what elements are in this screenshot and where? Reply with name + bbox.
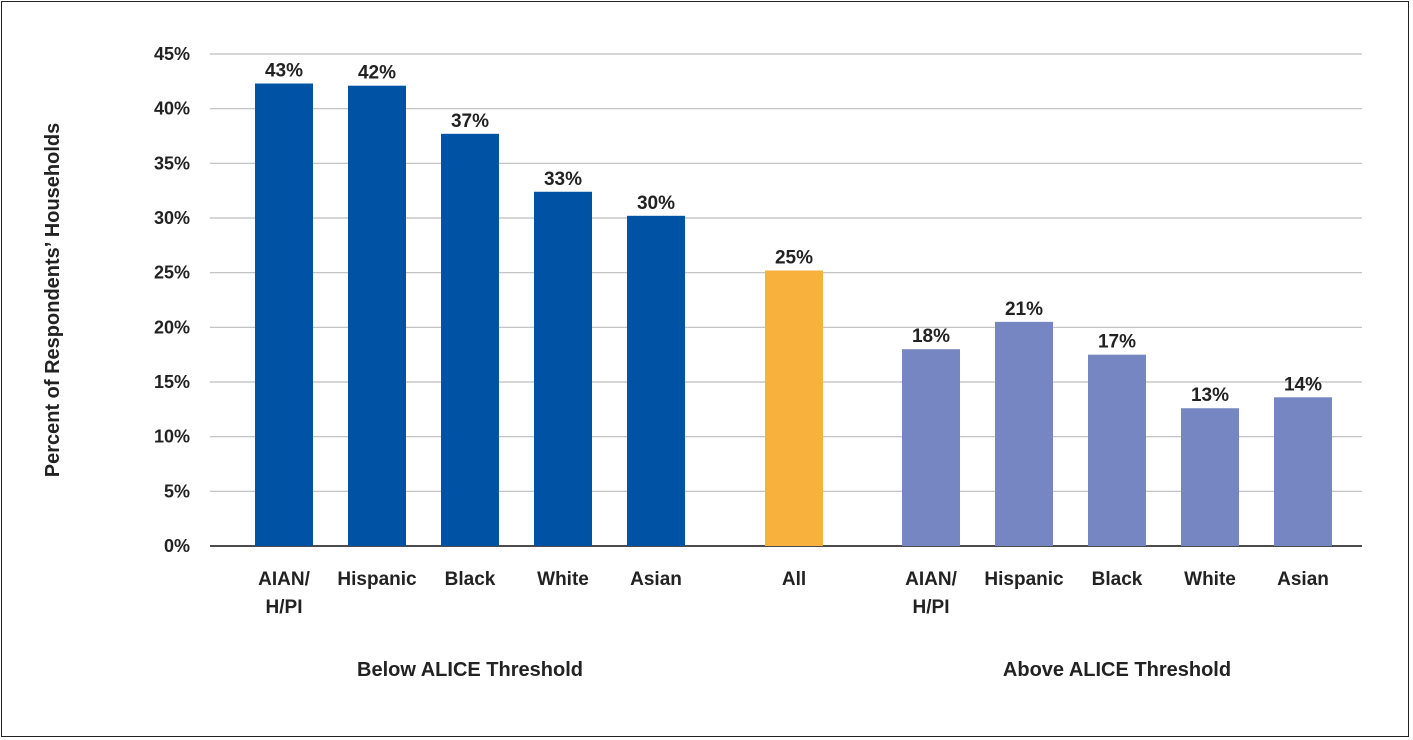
x-category-label: White	[1184, 569, 1236, 590]
bar	[627, 215, 685, 546]
y-tick-label: 30%	[154, 208, 190, 228]
bar	[1181, 408, 1239, 546]
y-tick-label: 25%	[154, 263, 190, 283]
x-category-label: Asian	[1277, 569, 1329, 590]
bar-value-label: 43%	[265, 61, 303, 82]
x-category-label: Asian	[630, 569, 682, 590]
bar-value-label: 21%	[1005, 299, 1043, 320]
y-tick-label: 20%	[154, 317, 190, 337]
x-category-label: Hispanic	[984, 569, 1064, 590]
bar-value-label: 18%	[912, 326, 950, 347]
bar	[348, 85, 406, 546]
x-category-label: H/PI	[266, 597, 303, 618]
group-label: Above ALICE Threshold	[1003, 659, 1231, 681]
x-category-label: H/PI	[913, 597, 950, 618]
y-axis-label: Percent of Respondents’ Households	[42, 123, 64, 478]
bar	[765, 270, 823, 546]
bar-value-label: 13%	[1191, 385, 1229, 406]
y-tick-label: 35%	[154, 153, 190, 173]
bar	[995, 321, 1053, 546]
bar	[441, 133, 499, 546]
x-category-label: All	[782, 569, 806, 590]
bar-value-label: 42%	[358, 63, 396, 84]
x-category-label: AIAN/	[258, 569, 310, 590]
bar	[902, 349, 960, 546]
bar-value-label: 25%	[775, 247, 813, 268]
x-category-label: Black	[445, 569, 496, 590]
y-tick-label: 10%	[154, 427, 190, 447]
y-tick-label: 15%	[154, 372, 190, 392]
group-label: Below ALICE Threshold	[357, 659, 583, 681]
y-tick-label: 0%	[164, 536, 190, 556]
bar	[1274, 397, 1332, 546]
bar-value-label: 17%	[1098, 332, 1136, 353]
x-category-label: Black	[1092, 569, 1143, 590]
bar-value-label: 37%	[451, 111, 489, 132]
y-tick-label: 40%	[154, 99, 190, 119]
x-category-label: White	[537, 569, 589, 590]
bar	[1088, 354, 1146, 546]
bar	[534, 191, 592, 546]
y-tick-label: 5%	[164, 481, 190, 501]
bar-value-label: 30%	[637, 193, 675, 214]
bar	[255, 83, 313, 547]
bar-value-label: 14%	[1284, 374, 1322, 395]
y-tick-label: 45%	[154, 44, 190, 64]
x-category-label: Hispanic	[337, 569, 417, 590]
bar-value-label: 33%	[544, 169, 582, 190]
x-category-label: AIAN/	[905, 569, 957, 590]
